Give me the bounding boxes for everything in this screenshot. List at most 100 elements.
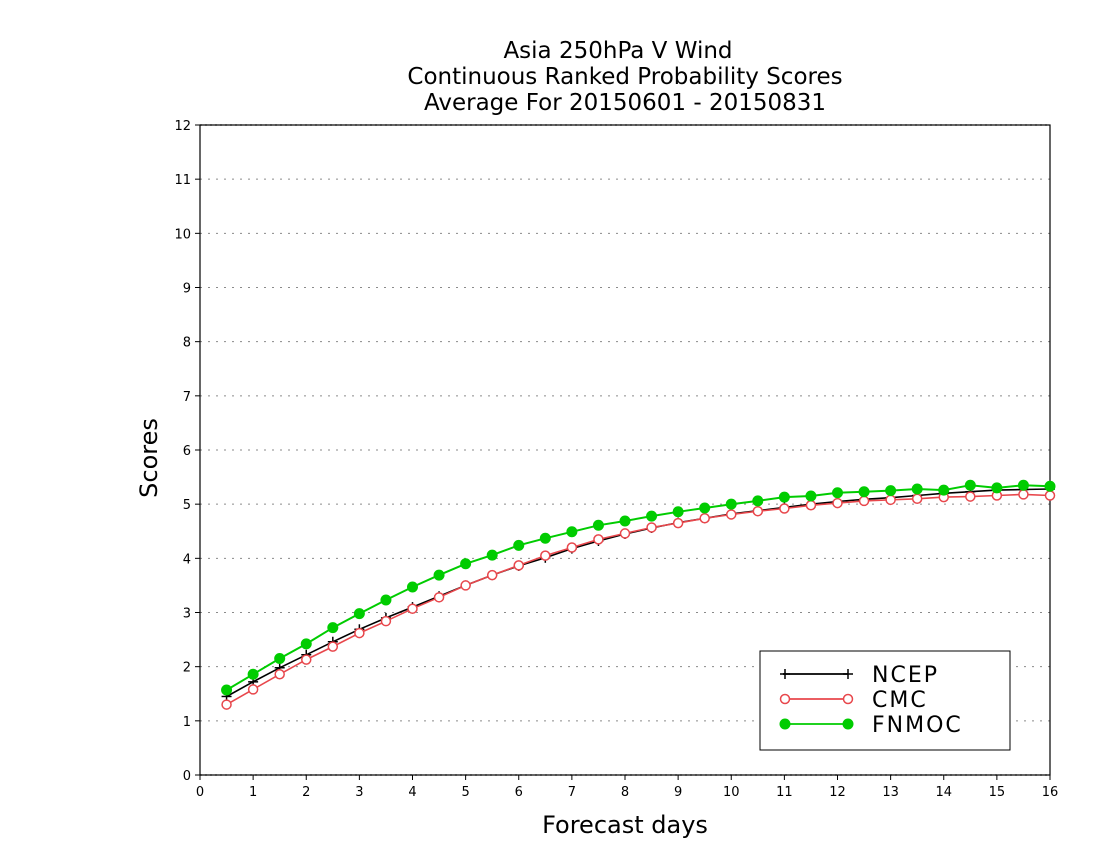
cmc-point-16 <box>646 522 657 533</box>
fnmoc-point-11 <box>513 539 525 551</box>
fnmoc-point-0 <box>221 684 233 696</box>
cmc-point-5 <box>354 627 365 639</box>
y-tick-label-5: 5 <box>183 498 191 513</box>
x-tick-label-12: 12 <box>829 785 846 800</box>
legend-label-ncep: NCEP <box>872 663 939 688</box>
fnmoc-point-16 <box>646 510 658 522</box>
cmc-point-14 <box>593 534 604 545</box>
y-tick-label-3: 3 <box>183 607 191 622</box>
cmc-point-24 <box>858 495 870 507</box>
fnmoc-point-6 <box>380 594 392 606</box>
legend-item-ncep: NCEP <box>780 663 939 688</box>
legend-item-fnmoc: FNMOC <box>779 713 961 738</box>
x-tick-label-13: 13 <box>882 785 899 800</box>
cmc-point-8 <box>433 592 445 603</box>
fnmoc-point-19 <box>725 498 737 510</box>
fnmoc-point-29 <box>991 482 1003 494</box>
series-lines <box>221 479 1056 710</box>
cmc-point-17 <box>672 517 684 529</box>
fnmoc-point-30 <box>1017 479 1029 491</box>
fnmoc-point-21 <box>778 491 790 503</box>
fnmoc-point-27 <box>938 484 950 496</box>
cmc-point-30 <box>1018 489 1029 500</box>
x-tick-label-10: 10 <box>723 785 740 800</box>
cmc-point-18 <box>699 513 710 524</box>
cmc-point-25 <box>885 494 896 506</box>
fnmoc-point-12 <box>539 532 551 544</box>
x-tick-label-5: 5 <box>461 785 469 800</box>
fnmoc-point-20 <box>752 495 764 507</box>
fnmoc-point-7 <box>407 581 418 593</box>
cmc-point-28 <box>965 491 976 502</box>
fnmoc-point-31 <box>1044 480 1056 492</box>
fnmoc-point-8 <box>433 569 445 581</box>
x-tick-label-16: 16 <box>1042 785 1059 800</box>
fnmoc-point-13 <box>566 526 578 538</box>
y-tick-label-4: 4 <box>183 552 191 567</box>
cmc-point-3 <box>301 654 312 665</box>
legend-marker-left-fnmoc <box>779 718 791 730</box>
x-tick-label-6: 6 <box>515 785 523 800</box>
fnmoc-point-10 <box>486 549 498 561</box>
chart-title-line-2: Continuous Ranked Probability Scores <box>407 64 842 90</box>
fnmoc-point-26 <box>911 483 923 495</box>
cmc-point-26 <box>911 493 923 504</box>
y-tick-label-9: 9 <box>183 282 191 297</box>
fnmoc-point-15 <box>619 515 631 527</box>
y-tick-label-7: 7 <box>183 390 191 405</box>
fnmoc-point-4 <box>327 622 339 634</box>
series-fnmoc <box>221 479 1056 696</box>
cmc-point-2 <box>274 669 285 680</box>
cmc-point-31 <box>1044 490 1056 501</box>
x-tick-label-15: 15 <box>989 785 1006 800</box>
y-tick-label-2: 2 <box>183 661 191 676</box>
y-tick-label-8: 8 <box>183 336 191 351</box>
fnmoc-point-14 <box>592 519 604 531</box>
x-tick-label-4: 4 <box>408 785 416 800</box>
cmc-point-23 <box>832 497 843 509</box>
cmc-point-11 <box>513 560 524 571</box>
legend-label-cmc: CMC <box>872 688 928 713</box>
cmc-point-4 <box>327 641 339 652</box>
cmc-point-1 <box>247 684 259 695</box>
fnmoc-point-18 <box>699 502 711 514</box>
legend-box <box>759 650 1011 751</box>
cmc-point-22 <box>805 500 817 511</box>
x-tick-label-2: 2 <box>302 785 310 800</box>
y-tick-label-0: 0 <box>183 769 191 784</box>
fnmoc-point-22 <box>805 490 817 502</box>
cmc-point-0 <box>221 699 232 710</box>
x-tick-label-1: 1 <box>249 785 257 800</box>
cmc-point-10 <box>486 569 498 581</box>
legend-marker-left-cmc <box>779 693 791 705</box>
x-tick-label-14: 14 <box>935 785 952 800</box>
cmc-point-6 <box>380 615 392 627</box>
series-cmc <box>221 489 1056 710</box>
y-tick-label-1: 1 <box>183 715 191 730</box>
legend-marker-right-cmc <box>842 693 854 705</box>
x-axis-label: Forecast days <box>542 811 708 839</box>
chart-title-line-3: Average For 20150601 - 20150831 <box>424 90 826 116</box>
cmc-point-21 <box>779 503 790 514</box>
fnmoc-point-2 <box>274 653 286 665</box>
fnmoc-point-17 <box>672 506 684 518</box>
y-axis-label: Scores <box>135 418 163 498</box>
y-tick-label-10: 10 <box>174 227 191 242</box>
grid-lines <box>200 178 1050 722</box>
y-tick-label-11: 11 <box>174 173 191 188</box>
fnmoc-point-24 <box>858 486 870 498</box>
fnmoc-point-9 <box>460 558 472 570</box>
cmc-point-7 <box>407 603 418 614</box>
fnmoc-point-5 <box>353 608 365 620</box>
cmc-point-15 <box>619 528 631 539</box>
x-tick-label-11: 11 <box>776 785 793 800</box>
legend-item-cmc: CMC <box>779 688 928 713</box>
legend-marker-right-ncep <box>843 669 853 679</box>
cmc-point-9 <box>460 580 471 591</box>
x-tick-label-9: 9 <box>674 785 682 800</box>
fnmoc-point-1 <box>247 668 259 680</box>
cmc-point-19 <box>726 509 737 520</box>
